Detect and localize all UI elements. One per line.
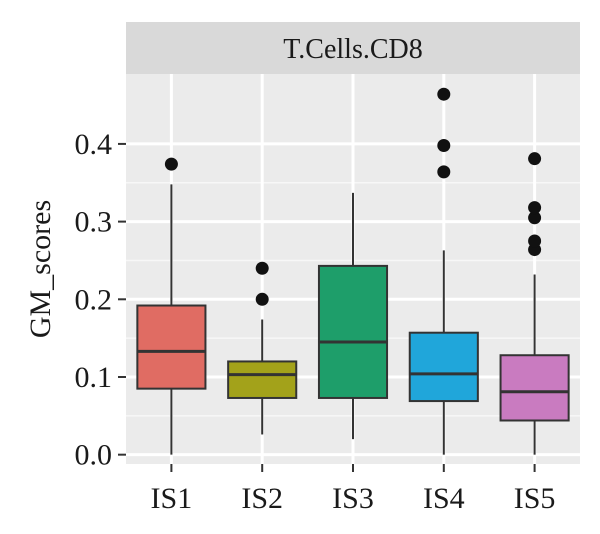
y-tick-label: 0.2 <box>75 283 113 316</box>
x-tick-label: IS3 <box>332 482 374 515</box>
outlier-point <box>255 261 269 275</box>
boxes-layer <box>136 87 570 455</box>
box-is3 <box>317 192 389 440</box>
outlier-point <box>528 211 542 225</box>
x-axis-ticks: IS1 IS2 IS3 IS4 IS5 <box>151 464 556 515</box>
box-is4 <box>408 87 479 455</box>
outlier-point <box>528 152 542 166</box>
x-tick-label: IS1 <box>151 482 193 515</box>
y-tick-label: 0.4 <box>75 128 113 161</box>
box-rect <box>227 360 298 399</box>
box-is1 <box>136 157 207 455</box>
outlier-point <box>437 87 451 101</box>
outlier-point <box>164 157 178 171</box>
y-axis-ticks: 0.0 0.1 0.2 0.3 0.4 <box>75 128 126 472</box>
facet-strip-label: T.Cells.CD8 <box>283 34 422 65</box>
x-tick-label: IS4 <box>423 482 465 515</box>
box-rect <box>408 331 479 403</box>
box-is5 <box>499 152 570 455</box>
box-rect <box>499 354 570 422</box>
y-tick-label: 0.3 <box>75 206 113 239</box>
x-tick-label: IS5 <box>514 482 556 515</box>
outlier-point <box>255 292 269 306</box>
x-tick-label: IS2 <box>241 482 283 515</box>
outlier-point <box>528 201 542 215</box>
outlier-point <box>437 165 451 179</box>
box-rect <box>317 264 389 399</box>
box-is2 <box>227 261 298 435</box>
strip-background <box>126 22 580 74</box>
outlier-point <box>437 138 451 152</box>
outlier-point <box>528 234 542 248</box>
y-tick-label: 0.0 <box>75 439 113 472</box>
box-rect <box>136 304 207 390</box>
y-axis-title: GM_scores <box>24 200 57 338</box>
y-tick-label: 0.1 <box>75 361 113 394</box>
